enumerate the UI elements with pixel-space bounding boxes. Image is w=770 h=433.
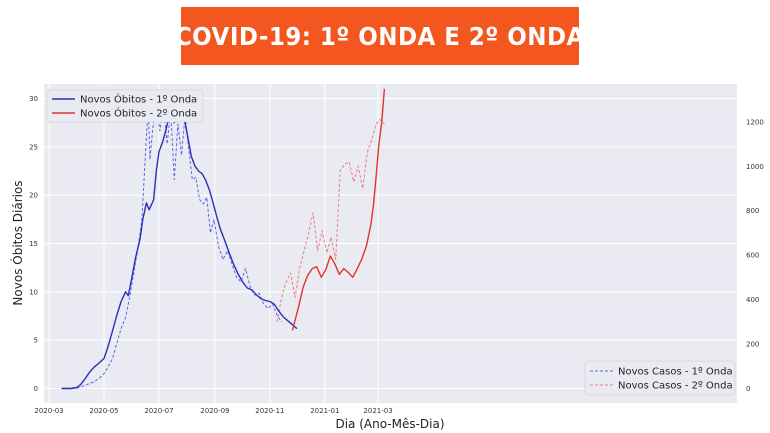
legend-box (584, 360, 736, 396)
y2-tick-label: 200 (746, 341, 759, 349)
banner-title: COVID-19: 1º ONDA E 2º ONDA (175, 21, 585, 51)
y-tick-label: 5 (34, 337, 38, 345)
y2-tick-label: 600 (746, 252, 759, 260)
x-axis-ticks: 2020-03 2020-05 2020-07 2020-09 2020-11 2021-… (34, 407, 392, 415)
y-tick-label: 30 (29, 95, 38, 103)
legend-label-casos-2: Novos Casos - 2º Onda (618, 381, 733, 392)
y2-axis-ticks: 0 200 400 600 800 1000 1200 (746, 118, 764, 393)
y-axis-label: Novos Óbitos Diários (10, 180, 25, 305)
x-tick-label: 2021-01 (310, 407, 339, 415)
x-tick-label: 2020-05 (89, 407, 118, 415)
y-tick-label: 20 (29, 192, 38, 200)
title-banner: COVID-19: 1º ONDA E 2º ONDA (175, 7, 585, 65)
legend-obitos: Novos Óbitos - 1º Onda Novos Óbitos - 2º… (46, 89, 204, 123)
x-tick-label: 2020-03 (34, 407, 63, 415)
x-tick-label: 2020-07 (144, 407, 173, 415)
y-tick-label: 0 (34, 385, 38, 393)
y2-tick-label: 800 (746, 207, 759, 215)
y-tick-label: 25 (29, 143, 38, 151)
series-line (61, 103, 283, 390)
legend-casos: Novos Casos - 1º Onda Novos Casos - 2º O… (584, 360, 736, 396)
legend-box (46, 89, 204, 123)
y-axis-ticks: 0 5 10 15 20 25 30 (29, 95, 38, 393)
y2-tick-label: 0 (746, 385, 750, 393)
legend-label-casos-1: Novos Casos - 1º Onda (618, 367, 733, 378)
legend-label-obitos-2: Novos Óbitos - 2º Onda (80, 107, 197, 120)
x-tick-label: 2021-03 (363, 407, 392, 415)
x-tick-label: 2020-11 (255, 407, 284, 415)
legend-label-obitos-1: Novos Óbitos - 1º Onda (80, 93, 197, 106)
y-tick-label: 10 (29, 288, 38, 296)
x-tick-label: 2020-09 (200, 407, 229, 415)
series-line (291, 88, 386, 331)
grid-lines (44, 84, 737, 403)
y2-tick-label: 400 (746, 296, 759, 304)
y-tick-label: 15 (29, 240, 38, 248)
x-axis-label: Dia (Ano-Mês-Dia) (335, 417, 444, 431)
y2-tick-label: 1000 (746, 163, 764, 171)
series-line (276, 119, 385, 322)
y2-tick-label: 1200 (746, 118, 764, 126)
